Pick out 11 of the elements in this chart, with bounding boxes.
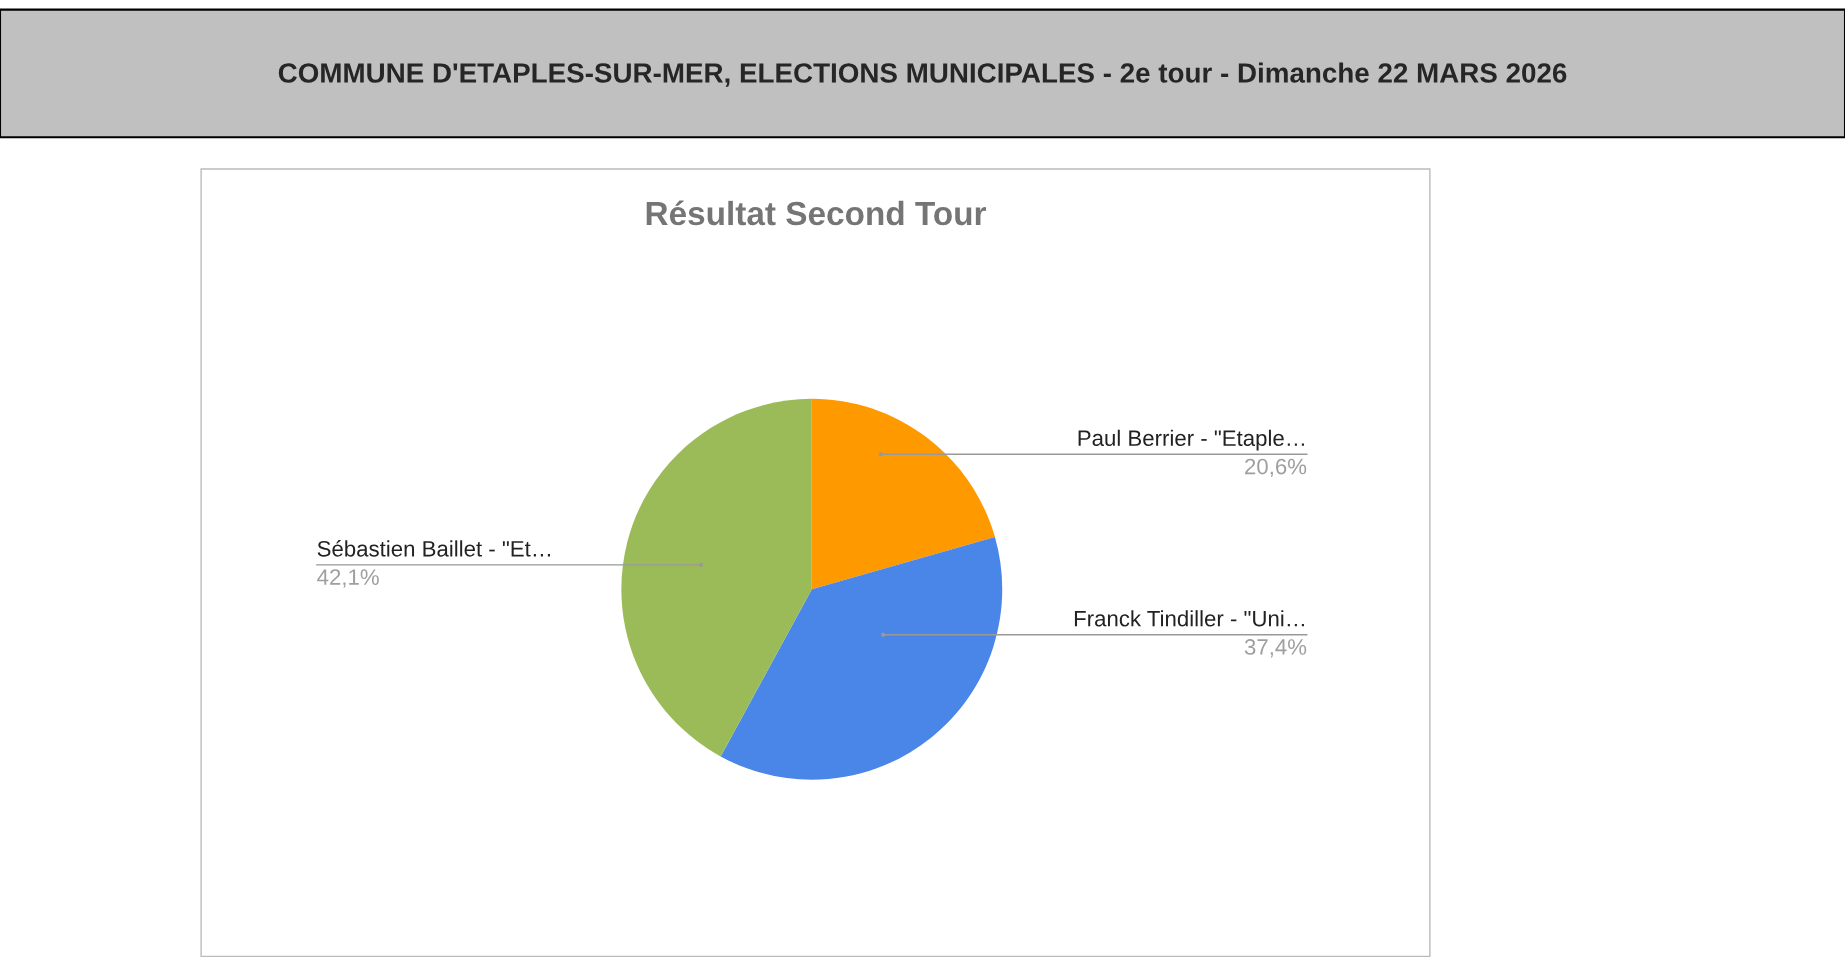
pie-slice	[811, 398, 995, 590]
data-label: 37,4%	[1244, 639, 1307, 658]
data-label: 20,6%	[1245, 458, 1307, 477]
slice-label: Franck Tindiller - "Uni…	[1074, 610, 1304, 627]
chart-title: COMMUNE D'ETAPLES-SUR-MER, ELECTIONS MUNICIPALES - 2e tour - Dimanche 22 MARS 2026	[278, 62, 1567, 87]
data-label: 42,1%	[317, 569, 379, 588]
chart-subtitle: Résultat Second Tour	[646, 200, 987, 226]
pie-slice	[621, 398, 812, 757]
slice-label: Paul Berrier - "Etaple…	[1078, 429, 1304, 451]
slice-label: Sébastien Baillet - "Et…	[317, 540, 550, 557]
pie-slice	[720, 537, 1003, 780]
